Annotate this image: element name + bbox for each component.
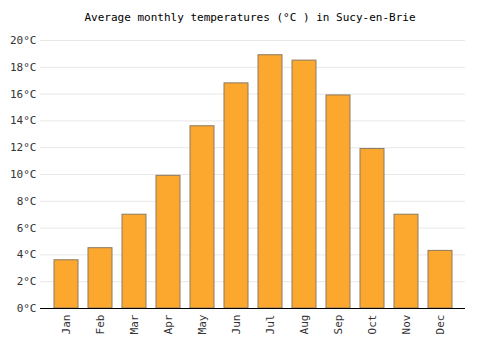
svg-text:Mar: Mar <box>128 314 141 334</box>
svg-text:16°C: 16°C <box>10 88 37 101</box>
svg-text:8°C: 8°C <box>17 195 37 208</box>
svg-text:Nov: Nov <box>400 314 413 334</box>
svg-text:Jan: Jan <box>60 315 73 335</box>
svg-text:Oct: Oct <box>366 315 379 335</box>
svg-text:Feb: Feb <box>94 315 107 335</box>
svg-text:Aug: Aug <box>298 315 311 335</box>
svg-text:Dec: Dec <box>434 315 447 335</box>
svg-text:May: May <box>196 314 209 334</box>
svg-text:Sep: Sep <box>332 315 345 335</box>
svg-text:Jul: Jul <box>264 315 277 335</box>
svg-text:0°C: 0°C <box>17 302 37 315</box>
svg-text:6°C: 6°C <box>17 222 37 235</box>
svg-text:2°C: 2°C <box>17 275 37 288</box>
svg-text:10°C: 10°C <box>10 168 37 181</box>
svg-text:12°C: 12°C <box>10 141 37 154</box>
svg-text:18°C: 18°C <box>10 61 37 74</box>
svg-text:20°C: 20°C <box>10 34 37 47</box>
svg-text:4°C: 4°C <box>17 248 37 261</box>
svg-text:14°C: 14°C <box>10 114 37 127</box>
svg-text:Apr: Apr <box>162 314 175 334</box>
svg-text:Jun: Jun <box>230 315 243 335</box>
html-text:Average monthly temperatures (: Average monthly temperatures (°C ) in Su… <box>84 11 416 24</box>
